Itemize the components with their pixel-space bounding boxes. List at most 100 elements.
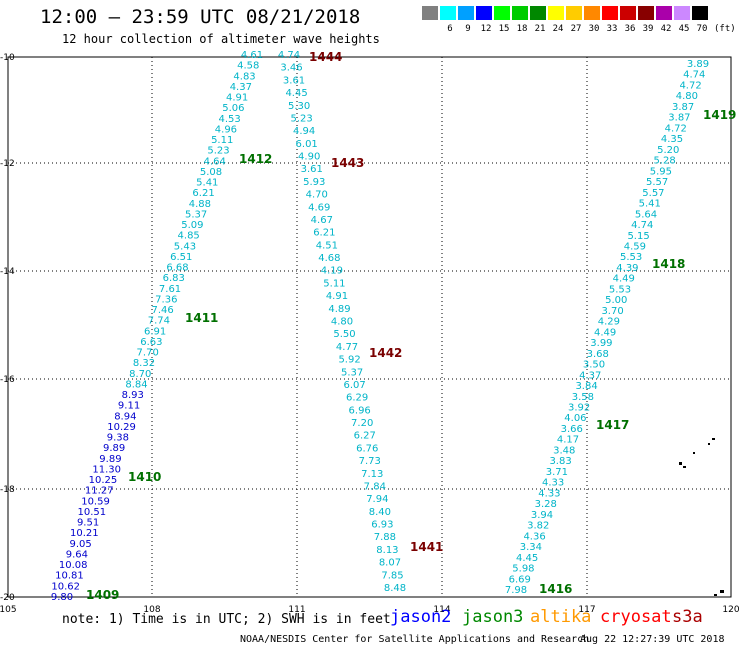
swh-value-label: 6.68	[166, 263, 188, 274]
swh-value-label: 5.20	[657, 145, 679, 156]
swh-scale-unit: (ft)	[714, 24, 736, 34]
swh-value-label: 5.57	[646, 177, 668, 188]
swh-value-label: 6.01	[296, 139, 318, 150]
swh-value-label: 6.63	[140, 337, 162, 348]
swh-value-label: 5.06	[222, 103, 244, 114]
lat-tick-label: -18	[0, 485, 15, 495]
pass-number-label: 1409	[86, 588, 119, 602]
swh-value-label: 9.64	[66, 549, 88, 560]
swh-value-label: 5.41	[196, 178, 218, 189]
swh-value-label: 5.95	[650, 166, 672, 177]
swh-value-label: 4.74	[631, 220, 653, 231]
swh-scale-label: 70	[696, 24, 708, 34]
swh-value-label: 4.33	[542, 478, 564, 489]
swh-value-label: 5.23	[290, 113, 312, 124]
swh-swatch	[440, 6, 456, 20]
swh-value-label: 6.91	[144, 326, 166, 337]
swh-value-label: 3.71	[546, 467, 568, 478]
swh-swatch	[530, 6, 546, 20]
lat-tick-label: -10	[0, 53, 15, 63]
swh-scale-label: 30	[588, 24, 600, 34]
swh-value-label: 4.51	[316, 240, 338, 251]
swh-value-label: 3.94	[531, 510, 553, 521]
swh-value-label: 10.21	[70, 528, 99, 539]
swh-value-label: 10.51	[77, 507, 106, 518]
swh-value-label: 7.20	[351, 418, 373, 429]
swh-value-label: 6.27	[354, 431, 376, 442]
swh-value-label: 8.94	[114, 411, 136, 422]
swh-value-label: 4.06	[564, 413, 586, 424]
swh-value-label: 8.13	[376, 545, 398, 556]
swh-value-label: 5.11	[211, 135, 233, 146]
lon-tick-label: 108	[143, 605, 160, 615]
swh-value-label: 3.46	[280, 63, 302, 74]
swh-value-label: 10.62	[51, 581, 80, 592]
swh-value-label: 5.53	[609, 284, 631, 295]
swh-scale-label: 36	[624, 24, 636, 34]
swh-swatch	[566, 6, 582, 20]
swh-value-label: 4.49	[613, 274, 635, 285]
pass-number-label: 1410	[128, 470, 161, 484]
footer-credit: NOAA/NESDIS Center for Satellite Applica…	[240, 634, 590, 645]
swh-scale-label: 24	[552, 24, 564, 34]
swh-value-label: 5.92	[338, 355, 360, 366]
swh-scale-label: 42	[660, 24, 672, 34]
swh-value-label: 10.81	[55, 571, 84, 582]
swh-value-label: 5.37	[185, 209, 207, 220]
swh-value-label: 4.90	[298, 152, 320, 163]
swh-value-label: 11.30	[92, 464, 121, 475]
lat-tick-label: -20	[0, 593, 15, 603]
swh-value-label: 5.50	[333, 329, 355, 340]
swh-scale-label: 27	[570, 24, 582, 34]
swh-value-label: 6.69	[509, 574, 531, 585]
page-subtitle: 12 hour collection of altimeter wave hei…	[62, 32, 380, 46]
swh-swatch	[602, 6, 618, 20]
lon-tick-label: 105	[0, 605, 17, 615]
swh-value-label: 3.82	[527, 521, 549, 532]
swh-value-label: 7.61	[159, 284, 181, 295]
swh-scale-label: 39	[642, 24, 654, 34]
swh-value-label: 4.45	[285, 88, 307, 99]
swh-scale-label: 9	[465, 24, 471, 34]
swh-value-label: 4.74	[278, 50, 300, 61]
swh-value-label: 7.46	[151, 305, 173, 316]
swh-value-label: 3.66	[561, 424, 583, 435]
swh-value-label: 6.83	[163, 273, 185, 284]
swh-value-label: 4.91	[226, 93, 248, 104]
swh-value-label: 9.38	[107, 433, 129, 444]
swh-swatch	[512, 6, 528, 20]
swh-value-label: 4.77	[336, 342, 358, 353]
swh-value-label: 4.96	[215, 124, 237, 135]
swh-value-label: 4.19	[321, 266, 343, 277]
swh-value-label: 4.37	[230, 82, 252, 93]
swh-value-label: 3.89	[687, 59, 709, 70]
swh-value-label: 7.84	[364, 481, 386, 492]
swh-value-label: 6.93	[371, 520, 393, 531]
swh-value-label: 3.92	[568, 403, 590, 414]
swh-scale-label: 6	[447, 24, 453, 34]
swh-value-label: 6.21	[192, 188, 214, 199]
swh-value-label: 6.51	[170, 252, 192, 263]
swh-value-label: 5.53	[620, 252, 642, 263]
swh-swatch	[494, 6, 510, 20]
swh-value-label: 4.68	[318, 253, 340, 264]
swh-value-label: 3.34	[520, 542, 542, 553]
pass-number-label: 1444	[309, 50, 342, 64]
swh-value-label: 6.96	[349, 405, 371, 416]
map-frame	[7, 56, 732, 598]
swh-value-label: 4.83	[233, 71, 255, 82]
swh-value-label: 9.89	[99, 454, 121, 465]
swh-value-label: 3.83	[549, 456, 571, 467]
swh-value-label: 5.43	[174, 241, 196, 252]
pass-labels: 1444 1443 1442 1441 1412 1411 1410 1409 1419 1418…	[86, 50, 736, 602]
swh-value-label: 4.37	[579, 370, 601, 381]
swh-value-label: 6.07	[343, 380, 365, 391]
lat-tick-label: -16	[0, 375, 15, 385]
swh-value-label: 5.09	[181, 220, 203, 231]
legend-cryosat: cryosat	[600, 607, 672, 627]
swh-value-label: 3.61	[283, 75, 305, 86]
swh-value-label: 7.94	[366, 494, 388, 505]
swh-swatch	[476, 6, 492, 20]
swh-value-label: 4.67	[311, 215, 333, 226]
swh-value-label: 3.48	[553, 445, 575, 456]
